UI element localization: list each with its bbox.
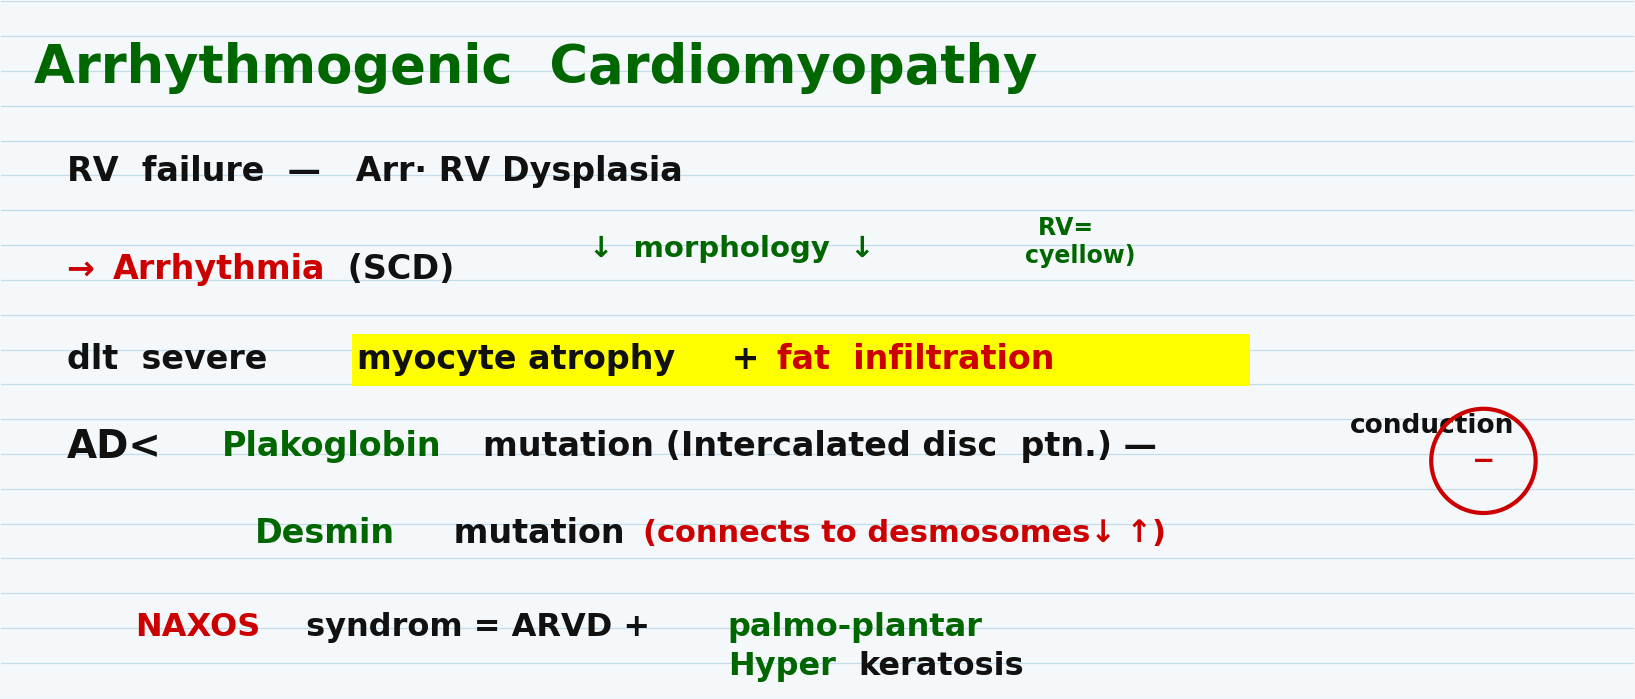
Text: palmo-plantar: palmo-plantar [728,612,983,644]
Text: mutation (Intercalated disc  ptn.) —: mutation (Intercalated disc ptn.) — [482,431,1158,463]
Bar [352,334,809,386]
Text: −: − [1472,447,1494,475]
Text: (SCD): (SCD) [337,253,455,286]
Text: Arrhythmia: Arrhythmia [113,253,325,286]
Text: Desmin: Desmin [255,517,394,551]
Text: cyellow): cyellow) [1025,243,1135,268]
Text: mutation: mutation [441,517,636,551]
Text: NAXOS: NAXOS [136,612,260,644]
Text: conduction: conduction [1349,413,1514,439]
Text: Plakoglobin: Plakoglobin [222,431,441,463]
Text: myocyte atrophy: myocyte atrophy [356,343,675,377]
Text: syndrom = ARVD +: syndrom = ARVD + [296,612,662,644]
Text: RV=: RV= [1038,216,1094,240]
Text: ↓  morphology  ↓: ↓ morphology ↓ [589,235,875,263]
Text: RV  failure  —   Arr· RV Dysplasia: RV failure — Arr· RV Dysplasia [67,155,682,189]
Text: keratosis: keratosis [858,651,1024,682]
Text: fat  infiltration: fat infiltration [777,343,1055,377]
Bar [809,334,1251,386]
Text: Hyper: Hyper [728,651,835,682]
Text: AD<: AD< [67,428,162,466]
Text: dlt  severe: dlt severe [67,343,267,377]
Text: Arrhythmogenic  Cardiomyopathy: Arrhythmogenic Cardiomyopathy [34,41,1038,94]
Text: →: → [67,253,106,286]
Text: +: + [719,343,770,377]
Text: (connects to desmosomes↓ ↑): (connects to desmosomes↓ ↑) [643,519,1166,549]
